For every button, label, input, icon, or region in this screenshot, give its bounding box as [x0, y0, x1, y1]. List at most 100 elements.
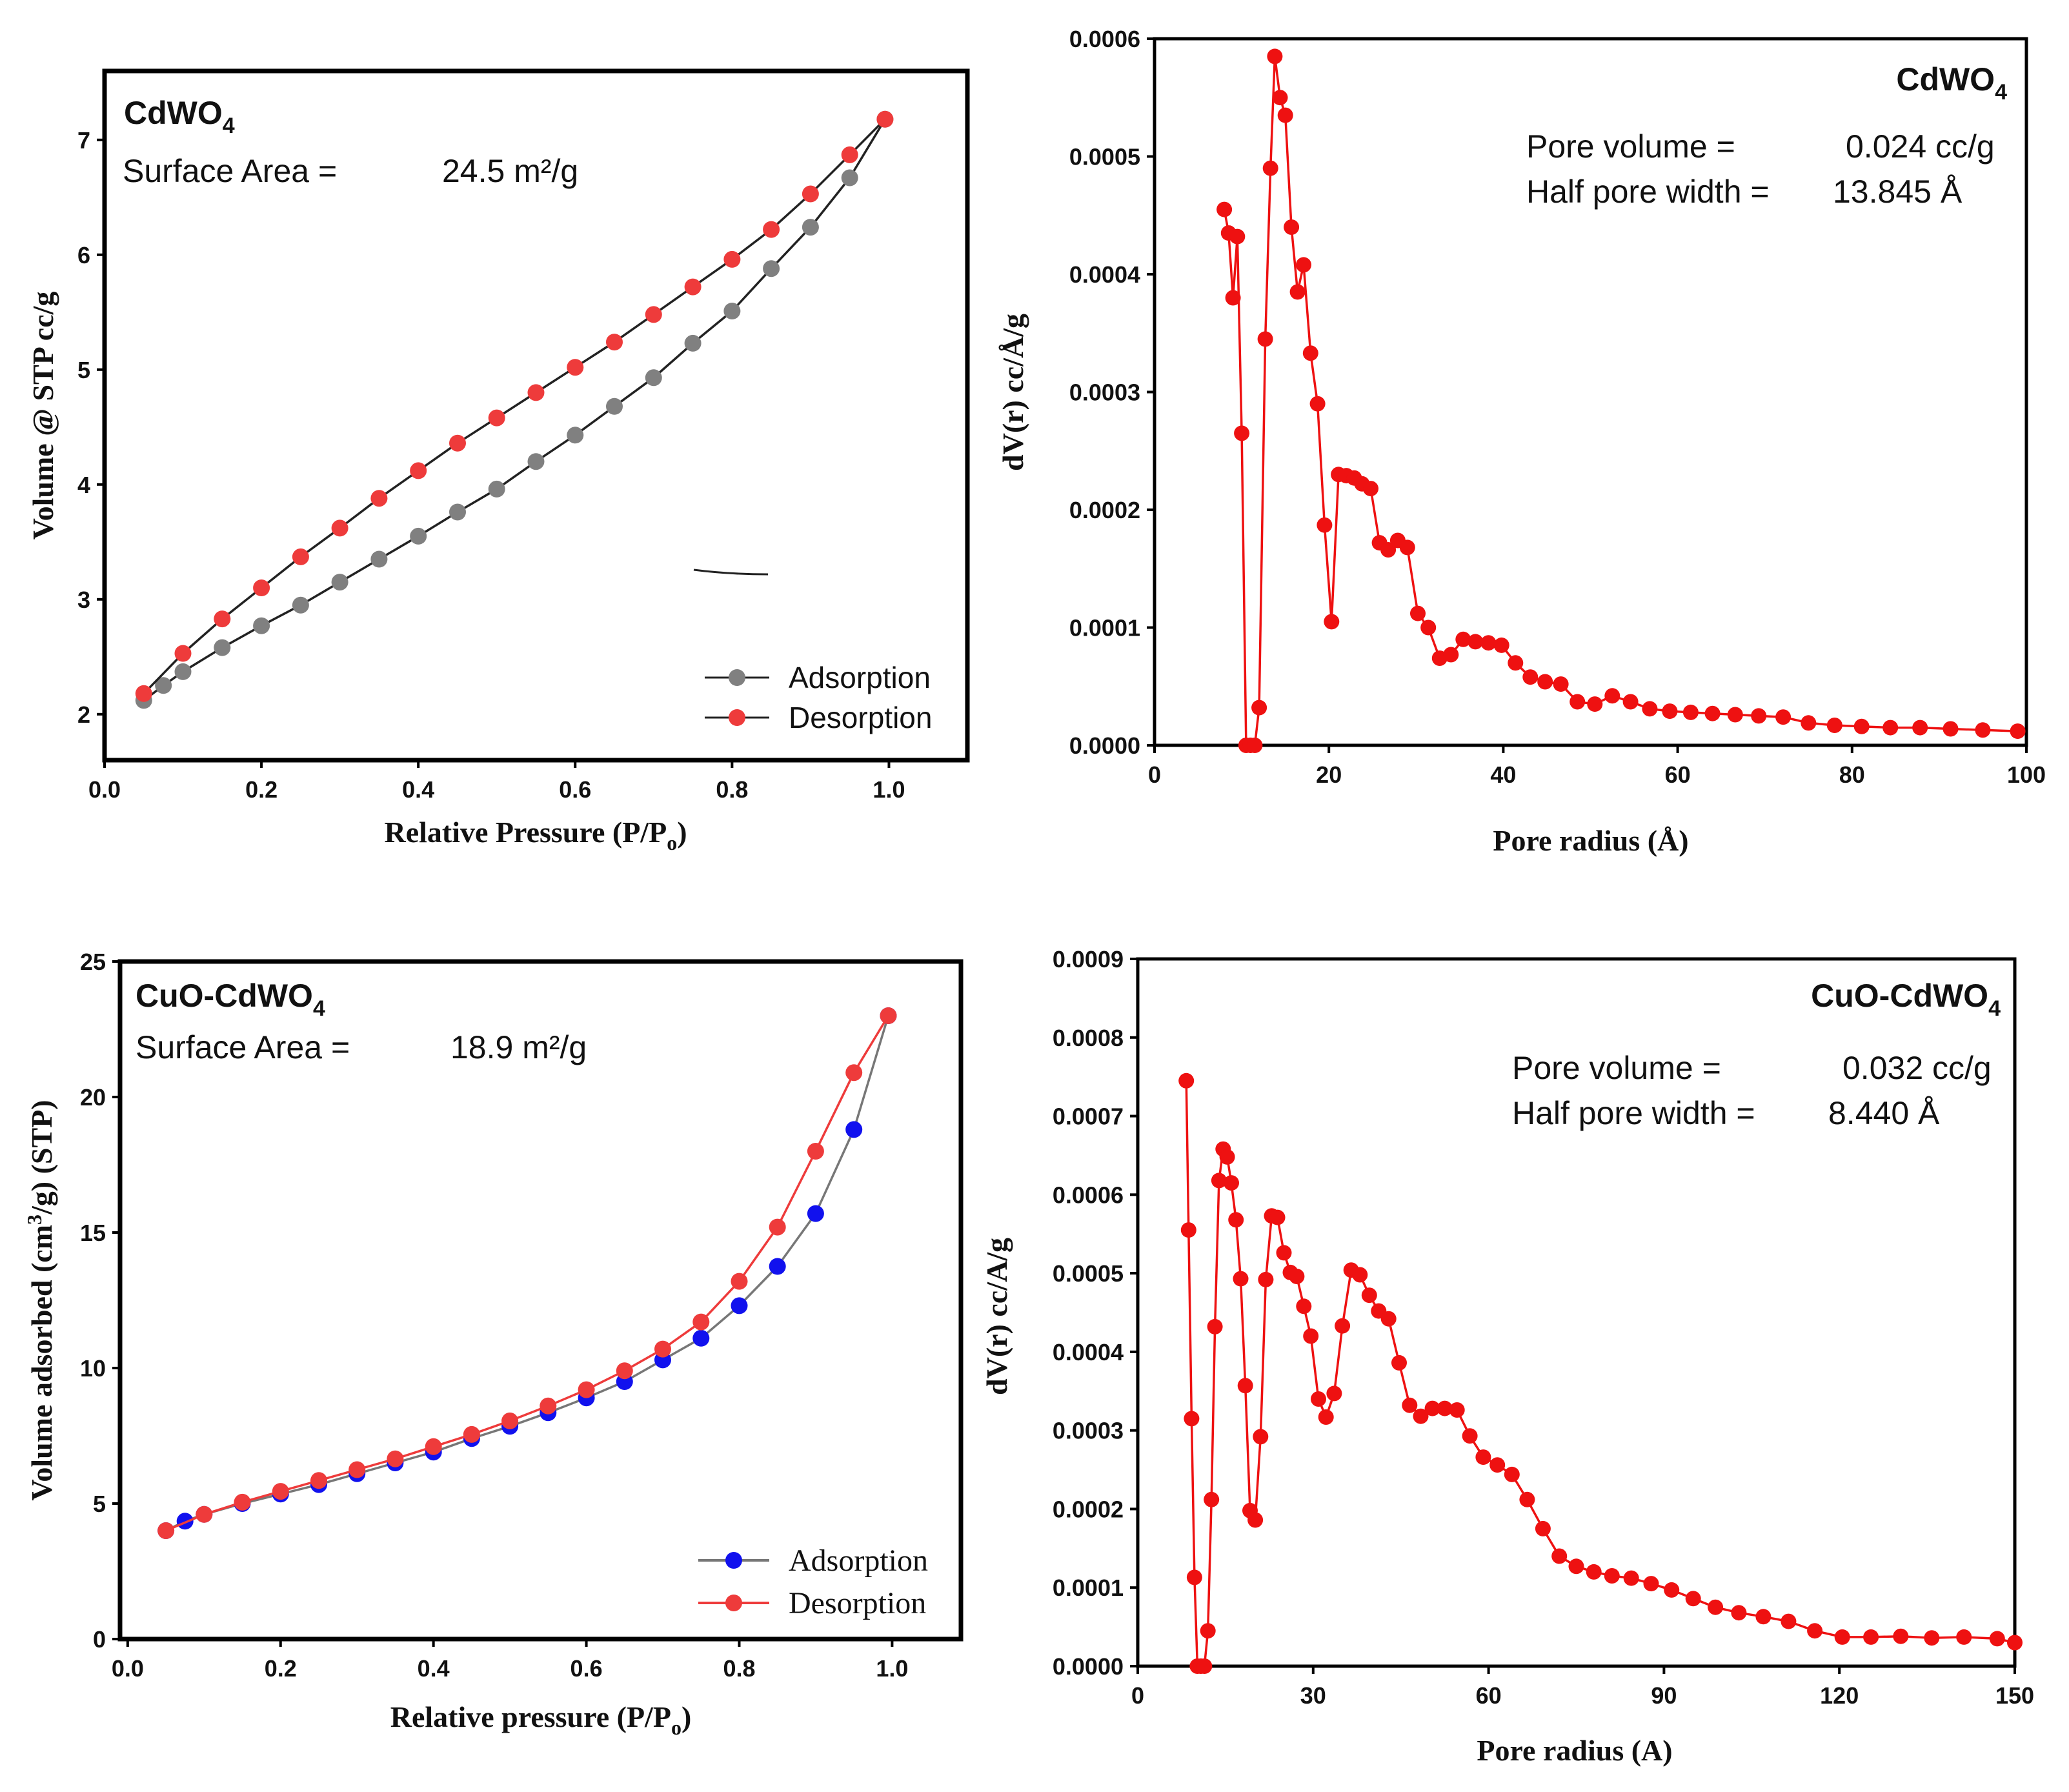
data-point-adsorption — [763, 260, 780, 277]
series-line-desorption — [143, 118, 886, 695]
data-point-adsorption — [567, 427, 584, 444]
data-point-desorption — [527, 384, 545, 401]
series-layer — [1178, 1072, 2023, 1674]
data-point-dv-r- — [1508, 655, 1524, 671]
data-point-dv-r- — [1604, 1568, 1620, 1584]
data-point-dv-r- — [1424, 1400, 1440, 1416]
x-tick-label: 0.2 — [245, 776, 278, 803]
plot-frame — [117, 959, 964, 1642]
data-point-dv-r- — [1326, 1385, 1342, 1402]
data-point-desorption — [654, 1340, 671, 1358]
data-point-dv-r- — [1475, 1449, 1491, 1465]
y-tick-label: 0.0006 — [1069, 26, 1140, 52]
data-point-dv-r- — [1289, 1269, 1305, 1284]
data-point-desorption — [501, 1412, 519, 1429]
data-point-dv-r- — [1863, 1629, 1879, 1645]
data-point-adsorption — [331, 574, 348, 591]
y-tick-label: 5 — [77, 357, 90, 383]
data-point-dv-r- — [1207, 1318, 1223, 1334]
sample-label: CuO-CdWO4 — [136, 978, 325, 1021]
data-point-dv-r- — [1537, 674, 1553, 690]
data-point-dv-r- — [1751, 708, 1767, 724]
data-point-adsorption — [253, 617, 270, 634]
data-point-dv-r- — [1449, 1402, 1465, 1418]
y-axis-label: dV(r) cc/Å/g — [996, 314, 1029, 471]
data-point-desorption — [723, 250, 741, 268]
x-axis-label: Relative pressure (P/Po) — [390, 1700, 692, 1739]
data-point-adsorption — [841, 169, 858, 186]
data-point-desorption — [692, 1313, 710, 1331]
data-point-dv-r- — [1807, 1623, 1823, 1639]
legend-label-desorption: Desorption — [789, 1586, 926, 1620]
x-tick-label: 0.4 — [418, 1655, 450, 1682]
data-point-dv-r- — [1775, 709, 1791, 725]
data-point-dv-r- — [1826, 718, 1842, 733]
panel-cdwo4-pore-distribution: 0 20 40 60 80 100 0.0000 0.0001 0.0002 0.0003 0.00… — [996, 26, 2046, 857]
data-point-dv-r- — [1586, 1564, 1602, 1580]
legend: Adsorption Desorption — [705, 661, 932, 734]
data-point-dv-r- — [1335, 1318, 1351, 1334]
data-point-dv-r- — [1413, 1408, 1429, 1424]
x-axis-label: Relative Pressure (P/Po) — [384, 816, 687, 854]
data-point-dv-r- — [1186, 1569, 1202, 1586]
data-point-dv-r- — [1623, 1570, 1639, 1586]
y-tick-label: 2 — [77, 701, 90, 728]
data-point-dv-r- — [2010, 723, 2026, 740]
data-point-dv-r- — [1224, 1175, 1239, 1191]
data-point-desorption — [463, 1425, 480, 1443]
x-tick-label: 0 — [1131, 1682, 1144, 1709]
data-point-desorption — [449, 434, 466, 452]
x-tick-label: 60 — [1665, 761, 1691, 788]
data-point-adsorption — [645, 369, 662, 387]
data-point-desorption — [157, 1522, 175, 1539]
y-tick-label: 0.0002 — [1053, 1496, 1124, 1522]
data-point-dv-r- — [1604, 688, 1620, 704]
data-point-dv-r- — [1437, 1400, 1453, 1416]
data-point-dv-r- — [1225, 290, 1241, 306]
data-point-desorption — [272, 1483, 289, 1500]
x-tick-label: 120 — [1820, 1682, 1859, 1709]
data-point-adsorption — [488, 480, 505, 498]
data-point-dv-r- — [1233, 1271, 1249, 1287]
data-point-adsorption — [684, 334, 701, 352]
data-point-dv-r- — [1519, 1491, 1535, 1507]
data-point-dv-r- — [1228, 1212, 1244, 1228]
data-point-desorption — [606, 334, 623, 351]
data-point-adsorption — [155, 677, 172, 694]
data-point-dv-r- — [1200, 1623, 1216, 1639]
pore-volume-value: 0.024 cc/g — [1846, 128, 1995, 165]
data-point-dv-r- — [1893, 1628, 1909, 1644]
y-tick-label: 5 — [93, 1491, 106, 1517]
data-point-dv-r- — [1662, 703, 1678, 720]
data-point-dv-r- — [1211, 1173, 1227, 1189]
data-point-dv-r- — [1269, 1209, 1286, 1225]
data-point-dv-r- — [1943, 721, 1959, 737]
data-point-adsorption — [214, 639, 231, 656]
y-tick-label: 0.0000 — [1069, 732, 1140, 759]
x-tick-label: 100 — [2007, 761, 2046, 788]
data-point-dv-r- — [1642, 701, 1658, 717]
y-tick-label: 0 — [93, 1626, 106, 1653]
data-point-dv-r- — [1587, 696, 1603, 712]
data-point-adsorption — [410, 527, 427, 545]
data-point-adsorption — [174, 663, 192, 680]
y-tick-label: 10 — [80, 1355, 106, 1382]
x-tick-label: 20 — [1316, 761, 1342, 788]
data-point-dv-r- — [1303, 1328, 1319, 1344]
data-point-desorption — [174, 645, 192, 662]
y-tick-label: 0.0005 — [1069, 144, 1140, 170]
data-point-desorption — [841, 146, 858, 163]
data-point-dv-r- — [1685, 1591, 1701, 1607]
stray-stroke — [693, 569, 769, 576]
x-tick-label: 60 — [1476, 1682, 1502, 1709]
y-tick-label: 0.0004 — [1069, 261, 1140, 288]
pore-volume-label: Pore volume = — [1526, 128, 1735, 165]
data-point-dv-r- — [1276, 1245, 1292, 1261]
data-point-dv-r- — [1251, 700, 1267, 716]
half-pore-width-label: Half pore width = — [1512, 1095, 1755, 1131]
data-point-dv-r- — [1882, 720, 1899, 736]
tick-layer: 0.0 0.2 0.4 0.6 0.8 1.0 2 3 4 5 6 7 — [77, 127, 905, 803]
data-point-adsorption — [606, 398, 623, 415]
data-point-dv-r- — [1975, 722, 1991, 738]
